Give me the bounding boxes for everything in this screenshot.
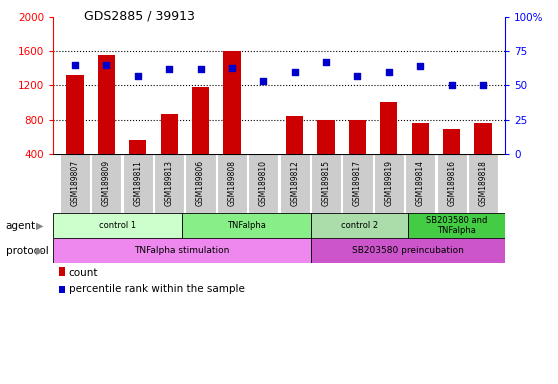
Point bbox=[353, 73, 362, 79]
Text: GSM189819: GSM189819 bbox=[384, 161, 393, 206]
Bar bbox=[318, 119, 335, 154]
Bar bbox=[53, 238, 311, 263]
Bar bbox=[66, 75, 84, 154]
Text: GSM189818: GSM189818 bbox=[479, 161, 488, 206]
Bar bbox=[380, 102, 397, 154]
Bar bbox=[248, 154, 278, 212]
Point bbox=[447, 83, 456, 89]
Text: GSM189811: GSM189811 bbox=[133, 161, 142, 206]
Point bbox=[196, 66, 205, 72]
Text: ▶: ▶ bbox=[36, 245, 44, 256]
Point bbox=[133, 73, 142, 79]
Bar bbox=[182, 213, 311, 238]
Bar bbox=[217, 154, 247, 212]
Bar bbox=[53, 213, 182, 238]
Text: control 2: control 2 bbox=[341, 221, 378, 230]
Bar bbox=[280, 154, 310, 212]
Bar bbox=[286, 116, 304, 154]
Point bbox=[102, 62, 111, 68]
Text: GSM189808: GSM189808 bbox=[228, 161, 237, 206]
Bar bbox=[374, 154, 404, 212]
Point bbox=[416, 63, 425, 70]
Point bbox=[479, 83, 488, 89]
Bar bbox=[474, 123, 492, 154]
Bar bbox=[98, 55, 115, 154]
Text: GSM189813: GSM189813 bbox=[165, 161, 174, 206]
Text: SB203580 preincubation: SB203580 preincubation bbox=[352, 246, 464, 255]
Text: GSM189810: GSM189810 bbox=[259, 161, 268, 206]
Text: agent: agent bbox=[6, 220, 36, 231]
Bar bbox=[154, 154, 184, 212]
Text: GSM189809: GSM189809 bbox=[102, 160, 111, 207]
Bar bbox=[468, 154, 498, 212]
Bar bbox=[129, 141, 146, 154]
Bar bbox=[412, 123, 429, 154]
Bar bbox=[349, 119, 366, 154]
Text: percentile rank within the sample: percentile rank within the sample bbox=[69, 284, 244, 294]
Text: GSM189815: GSM189815 bbox=[321, 161, 330, 206]
Text: GSM189812: GSM189812 bbox=[290, 161, 299, 206]
Bar bbox=[60, 154, 90, 212]
Bar bbox=[161, 114, 178, 154]
Point bbox=[228, 65, 237, 71]
Text: GSM189817: GSM189817 bbox=[353, 161, 362, 206]
Bar bbox=[436, 154, 466, 212]
Bar bbox=[343, 154, 373, 212]
Bar bbox=[311, 154, 341, 212]
Text: GDS2885 / 39913: GDS2885 / 39913 bbox=[84, 10, 195, 23]
Text: TNFalpha: TNFalpha bbox=[227, 221, 266, 230]
Bar bbox=[311, 213, 408, 238]
Bar bbox=[223, 51, 240, 154]
Bar bbox=[192, 87, 209, 154]
Text: count: count bbox=[69, 268, 98, 278]
Bar bbox=[92, 154, 122, 212]
Bar bbox=[311, 238, 505, 263]
Text: protocol: protocol bbox=[6, 245, 49, 256]
Text: control 1: control 1 bbox=[99, 221, 136, 230]
Point bbox=[70, 62, 79, 68]
Text: GSM189806: GSM189806 bbox=[196, 160, 205, 207]
Text: ▶: ▶ bbox=[36, 220, 44, 231]
Text: GSM189807: GSM189807 bbox=[70, 160, 79, 207]
Bar bbox=[405, 154, 435, 212]
Bar bbox=[254, 154, 272, 181]
Bar bbox=[408, 213, 505, 238]
Text: GSM189814: GSM189814 bbox=[416, 161, 425, 206]
Point bbox=[321, 59, 330, 65]
Point bbox=[384, 69, 393, 75]
Bar bbox=[443, 129, 460, 154]
Point bbox=[290, 69, 299, 75]
Point bbox=[259, 78, 268, 84]
Text: GSM189816: GSM189816 bbox=[447, 161, 456, 206]
Point bbox=[165, 66, 174, 72]
Bar bbox=[185, 154, 215, 212]
Text: SB203580 and
TNFalpha: SB203580 and TNFalpha bbox=[426, 216, 487, 235]
Bar bbox=[123, 154, 153, 212]
Text: TNFalpha stimulation: TNFalpha stimulation bbox=[134, 246, 230, 255]
